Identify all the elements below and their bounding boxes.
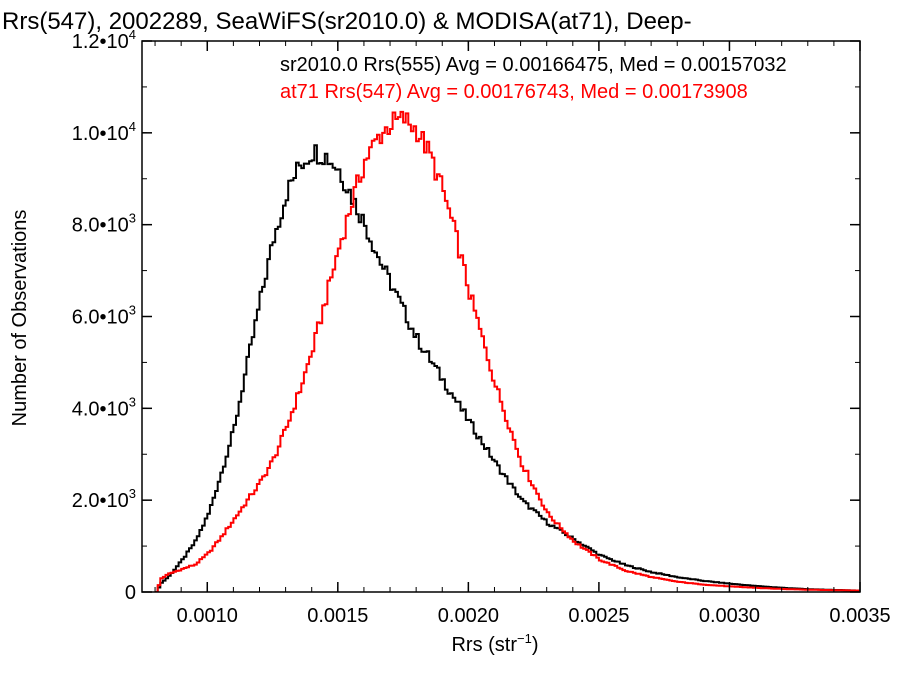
- plot-frame: [141, 40, 861, 593]
- x-tick-label: 0.0015: [307, 605, 368, 627]
- y-tick-label: 0: [125, 582, 136, 604]
- series-line-sr2010: [155, 144, 860, 592]
- y-tick-label: 4.0•103: [72, 394, 136, 420]
- chart-title: Rrs(547), 2002289, SeaWiFS(sr2010.0) & M…: [2, 8, 692, 35]
- series-line-at71: [155, 110, 860, 592]
- y-tick-label: 1.0•104: [72, 119, 136, 145]
- x-tick-label: 0.0030: [699, 605, 760, 627]
- y-tick-label: 6.0•103: [72, 303, 136, 329]
- x-tick-label: 0.0020: [438, 605, 499, 627]
- x-tick-label: 0.0025: [568, 605, 629, 627]
- y-tick-label: 2.0•103: [72, 486, 136, 512]
- legend-at71: at71 Rrs(547) Avg = 0.00176743, Med = 0.…: [280, 81, 748, 103]
- y-axis-title: Number of Observations: [9, 210, 31, 427]
- legend-sr2010: sr2010.0 Rrs(555) Avg = 0.00166475, Med …: [280, 54, 787, 76]
- x-axis-title: Rrs (str−1): [451, 631, 538, 656]
- x-tick-label: 0.0035: [829, 605, 890, 627]
- y-tick-label: 8.0•103: [72, 211, 136, 237]
- y-tick-label: 1.2•104: [72, 27, 136, 53]
- x-tick-label: 0.0010: [177, 605, 238, 627]
